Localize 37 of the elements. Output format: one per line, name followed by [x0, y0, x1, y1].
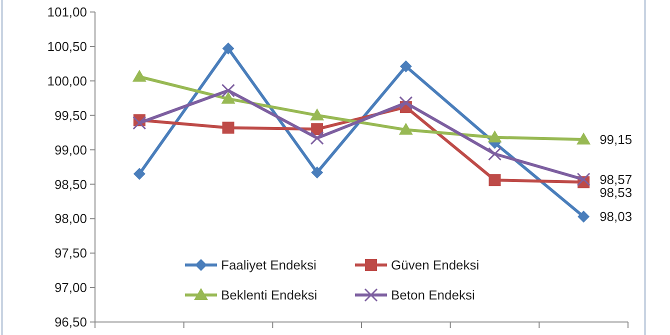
- point: [133, 168, 146, 180]
- point: [576, 132, 591, 144]
- point: [576, 172, 590, 186]
- point: [488, 147, 502, 161]
- point: [221, 92, 236, 104]
- data-label: 99,15: [600, 132, 632, 147]
- y-tick-label: 98,00: [54, 211, 87, 226]
- y-tick-label: 97,50: [54, 246, 87, 261]
- y-tick-label: 100,50: [47, 38, 87, 54]
- y-tick-label: 100,00: [47, 73, 87, 88]
- y-tick-label: 99,50: [54, 108, 87, 123]
- point: [132, 70, 146, 82]
- point: [222, 84, 235, 98]
- legend-label: Beklenti Endeksi: [221, 288, 318, 303]
- point: [578, 210, 590, 223]
- y-tick-label: 99,00: [54, 142, 87, 158]
- data-label: 98,03: [600, 209, 632, 224]
- y-tick-label: 96,50: [54, 314, 87, 330]
- y-tick-label: 101,00: [47, 4, 87, 20]
- point: [132, 116, 146, 130]
- point: [488, 130, 502, 142]
- legend-label: Güven Endeksi: [391, 258, 480, 273]
- point: [222, 122, 234, 134]
- point: [488, 174, 501, 186]
- data-label: 98,53: [600, 184, 632, 200]
- point: [400, 60, 412, 72]
- point: [310, 108, 324, 120]
- point: [222, 42, 234, 55]
- data-label: 98,57: [600, 172, 632, 187]
- point: [311, 166, 324, 179]
- y-tick-label: 98,50: [54, 176, 87, 192]
- legend-label: Beton Endeksi: [391, 288, 475, 303]
- y-tick-label: 97,00: [54, 280, 87, 296]
- point: [399, 96, 413, 110]
- point: [398, 122, 413, 135]
- point: [310, 131, 324, 145]
- legend-label: Faaliyet Endeksi: [221, 258, 316, 273]
